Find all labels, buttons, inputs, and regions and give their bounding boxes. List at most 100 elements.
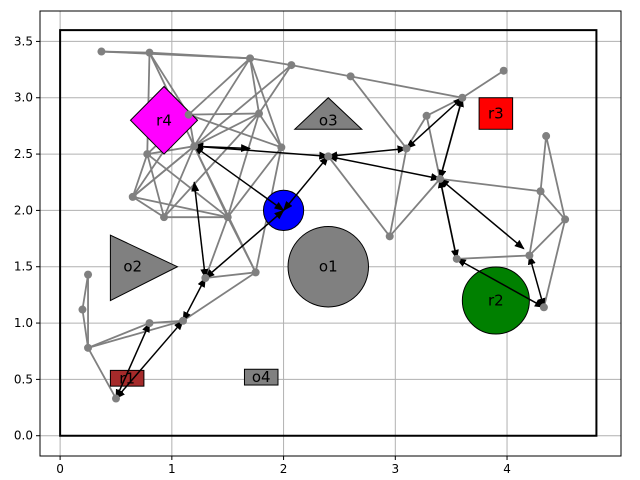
path-arrow — [193, 142, 330, 160]
axes-frame — [39, 10, 622, 457]
roadmap-node — [190, 142, 199, 151]
roadmap-node — [346, 72, 355, 81]
obstacle-o1 — [287, 226, 369, 308]
roadmap-edge — [226, 216, 257, 273]
roadmap-edge — [258, 64, 293, 115]
planned-path — [115, 96, 546, 400]
roadmap-nodes — [78, 47, 570, 403]
roadmap-edge — [327, 155, 391, 237]
roadmap-edge — [258, 113, 283, 148]
y-tick-label: 3.0 — [14, 91, 33, 105]
roadmap-edge — [528, 191, 542, 256]
roadmap-edge — [87, 319, 184, 349]
roadmap-edge — [131, 153, 149, 198]
path-arrow — [282, 155, 329, 212]
roadmap-node — [435, 174, 444, 183]
roadmap-node — [128, 192, 137, 201]
roadmap-edge — [349, 75, 408, 149]
path-arrow — [191, 181, 209, 279]
roadmap-edge — [81, 309, 89, 348]
shape-labels: o1 o2 o3 o4 r1 r2 r3 r4 — [119, 105, 503, 388]
roadmap-edge — [528, 218, 566, 257]
roadmap-node — [539, 303, 548, 312]
roadmap-node — [97, 47, 106, 56]
roadmap-node — [324, 152, 333, 161]
roadmap-node — [111, 394, 120, 403]
axis-ticks: 0 1 2 3 4 0.0 0.5 1.0 1.5 2.0 2.5 3.0 3.5 — [14, 34, 511, 476]
path-arrow — [438, 96, 464, 180]
y-tick-label: 3.5 — [14, 34, 33, 48]
obstacle-o4 — [243, 368, 279, 386]
roadmap-node — [84, 270, 93, 279]
obstacle-o3 — [293, 97, 364, 130]
roadmap-node — [542, 132, 551, 141]
path-arrow — [527, 254, 546, 309]
roadmap-edge — [461, 69, 505, 99]
region-r4-label: r4 — [156, 111, 172, 129]
path-arrow — [115, 320, 184, 400]
obstacle-o4-label: o4 — [252, 368, 271, 386]
roadmap-node — [246, 54, 255, 63]
roadmap-node — [525, 251, 534, 260]
roadmap-edge — [193, 64, 292, 147]
roadmap-node — [143, 150, 152, 159]
roadmap-edge — [545, 135, 567, 220]
obstacle-o1-label: o1 — [319, 258, 338, 276]
roadmap-node — [145, 319, 154, 328]
roadmap-edge — [149, 51, 251, 60]
roadmap-node — [254, 109, 263, 118]
y-tick-label: 0.0 — [14, 429, 33, 443]
roadmap-node — [277, 143, 286, 152]
roadmap-node — [561, 215, 570, 224]
roadmap-node — [78, 305, 87, 314]
roadmap-node — [251, 268, 260, 277]
y-tick-label: 1.0 — [14, 316, 33, 330]
x-tick-label: 2 — [280, 462, 288, 476]
roadmap-node — [458, 93, 467, 102]
x-tick-label: 0 — [56, 462, 64, 476]
y-tick-label: 1.5 — [14, 260, 33, 274]
y-tick-label: 2.5 — [14, 147, 33, 161]
obstacle-o2 — [109, 234, 179, 302]
roadmap-node — [84, 343, 93, 352]
roadmap-edge — [389, 178, 441, 237]
roadmap-edge — [193, 112, 260, 147]
roadmap-edge — [182, 271, 257, 322]
region-r4 — [129, 85, 199, 155]
roadmap-node — [179, 316, 188, 325]
roadmap-node — [145, 48, 154, 57]
roadmap-node — [287, 61, 296, 70]
x-tick-label: 4 — [503, 462, 511, 476]
roadmap-edge — [193, 57, 251, 147]
obstacle-o3-label: o3 — [319, 111, 338, 129]
y-tick-label: 0.5 — [14, 372, 33, 386]
region-r2-label: r2 — [488, 292, 504, 310]
roadmap-edge — [539, 135, 548, 192]
path-arrow — [405, 97, 464, 150]
roadmap-node — [385, 232, 394, 241]
region-r3-label: r3 — [488, 105, 504, 123]
roadmap-edge — [543, 219, 567, 308]
roadmap-edge — [456, 254, 530, 260]
roadmap-edge — [132, 145, 195, 198]
roadmap-edge — [87, 347, 117, 399]
roadmap-node — [402, 144, 411, 153]
roadmap-edge — [188, 112, 260, 116]
roadmap-node — [160, 213, 169, 222]
region-r3 — [478, 97, 514, 130]
roadmap-node — [422, 111, 431, 120]
roadmap-edge — [388, 148, 408, 237]
regions-and-obstacles — [109, 85, 530, 387]
path-arrow — [204, 209, 285, 279]
roadmap-node — [536, 187, 545, 196]
roadmap-edge — [188, 113, 282, 149]
roadmap-edge — [439, 177, 541, 193]
roadmap-node — [184, 110, 193, 119]
roadmap-edge — [539, 190, 566, 221]
roadmap-edge — [132, 196, 165, 218]
roadmap-edge — [350, 75, 463, 99]
roadmap-node — [223, 213, 232, 222]
region-r1-label: r1 — [119, 369, 135, 387]
roadmap-edge — [249, 58, 260, 114]
